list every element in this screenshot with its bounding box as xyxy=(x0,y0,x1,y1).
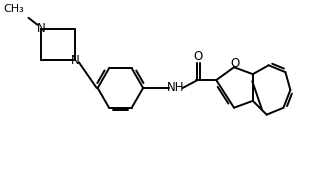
Text: CH₃: CH₃ xyxy=(4,4,24,14)
Text: NH: NH xyxy=(167,82,185,95)
Text: O: O xyxy=(194,50,203,63)
Text: N: N xyxy=(71,54,79,67)
Text: N: N xyxy=(37,22,46,35)
Text: O: O xyxy=(230,57,240,70)
